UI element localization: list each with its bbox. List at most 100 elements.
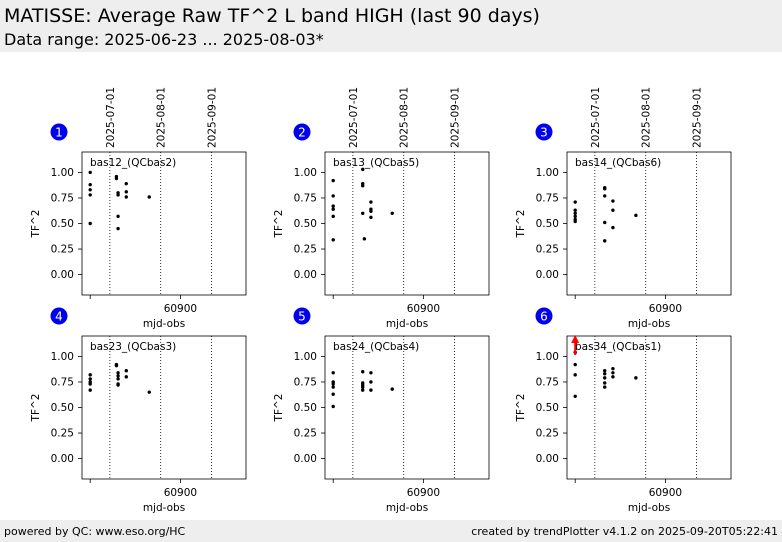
x-tick-label: 60900: [649, 303, 682, 315]
outlier-arrow-head: [571, 335, 580, 343]
panel-frame: [324, 151, 490, 296]
y-tick-label: 0.00: [294, 453, 317, 465]
panel-number-badge: [50, 123, 68, 141]
data-point: [369, 371, 373, 375]
panel-frame: [566, 335, 732, 480]
data-point: [88, 170, 92, 175]
panel-label: bas13_(QCbas5): [333, 157, 419, 169]
data-point: [603, 194, 607, 198]
data-point: [116, 383, 120, 387]
x-axis-label: mjd-obs: [386, 318, 428, 330]
y-tick-label: 0.75: [294, 192, 317, 204]
data-point: [573, 362, 577, 367]
data-point: [331, 204, 335, 208]
header-bar: MATISSE: Average Raw TF^2 L band HIGH (l…: [0, 0, 782, 52]
panel-number: 5: [298, 310, 306, 324]
panel-label: bas23_(QCbas3): [90, 341, 176, 353]
data-point: [573, 214, 577, 219]
y-tick-label: 0.75: [536, 192, 559, 204]
data-point: [603, 381, 607, 385]
page-subtitle: Data range: 2025-06-23 ... 2025-08-03*: [4, 30, 324, 49]
data-point: [331, 392, 335, 396]
panel-number: 3: [540, 126, 548, 140]
data-point: [116, 374, 120, 378]
y-tick-label: 1.00: [536, 167, 559, 179]
data-point: [88, 193, 92, 197]
y-tick-label: 0.00: [294, 269, 317, 281]
date-marker-label: 2025-07-01: [105, 87, 117, 148]
y-tick-label: 1.00: [51, 167, 74, 179]
y-tick-label: 1.00: [51, 351, 74, 363]
panel-5: 0.00 0.25 0.50 0.75 1.00 60900 mjd-obs TF^2 bas2…: [273, 307, 490, 514]
panel-3: 2025-07-01 2025-08-01 2025-09-01 0.00 0.25 0.…: [515, 87, 732, 330]
data-point: [147, 195, 151, 199]
data-point: [573, 208, 577, 212]
data-point: [573, 394, 577, 398]
y-tick-label: 1.00: [294, 167, 317, 179]
x-axis-label: mjd-obs: [628, 318, 670, 330]
panel-frame: [81, 151, 247, 296]
data-point: [124, 181, 128, 186]
x-axis-label: mjd-obs: [143, 318, 185, 330]
data-point: [114, 363, 119, 368]
data-point: [361, 184, 365, 188]
y-tick-label: 0.25: [51, 244, 74, 256]
panel-number: 6: [540, 310, 548, 324]
data-point: [362, 237, 367, 241]
y-tick-label: 0.00: [536, 269, 559, 281]
data-point: [116, 226, 120, 231]
data-point: [369, 209, 373, 213]
footer-bar: powered by QC: www.eso.org/HC created by…: [0, 520, 782, 542]
data-point: [361, 388, 365, 392]
panel-number-badge: [293, 307, 311, 325]
panel-6: 0.00 0.25 0.50 0.75 1.00 60900 mjd-obs TF^2 bas3…: [515, 307, 732, 514]
panel-frame: [81, 335, 247, 480]
data-point: [634, 213, 638, 218]
data-point: [361, 370, 365, 374]
data-point: [573, 219, 577, 224]
data-point: [369, 200, 373, 204]
data-point: [116, 214, 120, 219]
data-point: [361, 385, 365, 389]
y-tick-label: 0.50: [51, 218, 74, 230]
panel-number-badge: [50, 307, 68, 325]
data-point: [88, 221, 92, 226]
data-point: [124, 369, 128, 373]
data-point: [331, 404, 335, 409]
data-point: [573, 211, 577, 215]
panel-4: 0.00 0.25 0.50 0.75 1.00 60900 mjd-obs TF^2 bas2…: [30, 307, 247, 514]
panel-label: bas12_(QCbas2): [90, 157, 176, 169]
date-marker-label: 2025-08-01: [641, 87, 653, 148]
date-marker-label: 2025-09-01: [207, 87, 219, 148]
data-point: [369, 380, 373, 384]
data-point: [88, 382, 92, 386]
y-axis-label: TF^2: [273, 394, 285, 423]
date-marker-label: 2025-07-01: [348, 87, 360, 148]
panel-frame: [324, 335, 490, 480]
data-point: [611, 366, 615, 371]
data-point: [611, 208, 615, 212]
panel-2: 2025-07-01 2025-08-01 2025-09-01 0.00 0.25 0.…: [273, 87, 490, 330]
data-point: [611, 371, 615, 375]
y-tick-label: 0.25: [51, 428, 74, 440]
date-marker-label: 2025-08-01: [399, 87, 411, 148]
y-tick-label: 0.75: [51, 192, 74, 204]
data-point: [603, 369, 607, 373]
panel-number-badge: [535, 307, 553, 325]
panel-number: 4: [55, 310, 63, 324]
data-point: [88, 188, 92, 192]
y-tick-label: 0.25: [294, 428, 317, 440]
data-point: [116, 377, 120, 381]
y-tick-label: 0.50: [294, 402, 317, 414]
data-point: [573, 200, 577, 204]
y-tick-label: 0.00: [51, 453, 74, 465]
data-point: [331, 178, 335, 183]
data-point: [603, 385, 607, 389]
x-axis-label: mjd-obs: [143, 502, 185, 514]
date-marker-label: 2025-08-01: [156, 87, 168, 148]
data-point: [147, 390, 151, 394]
x-tick-label: 60900: [649, 487, 682, 499]
y-tick-label: 0.75: [51, 376, 74, 388]
data-point: [116, 193, 120, 197]
y-axis-label: TF^2: [30, 394, 42, 423]
